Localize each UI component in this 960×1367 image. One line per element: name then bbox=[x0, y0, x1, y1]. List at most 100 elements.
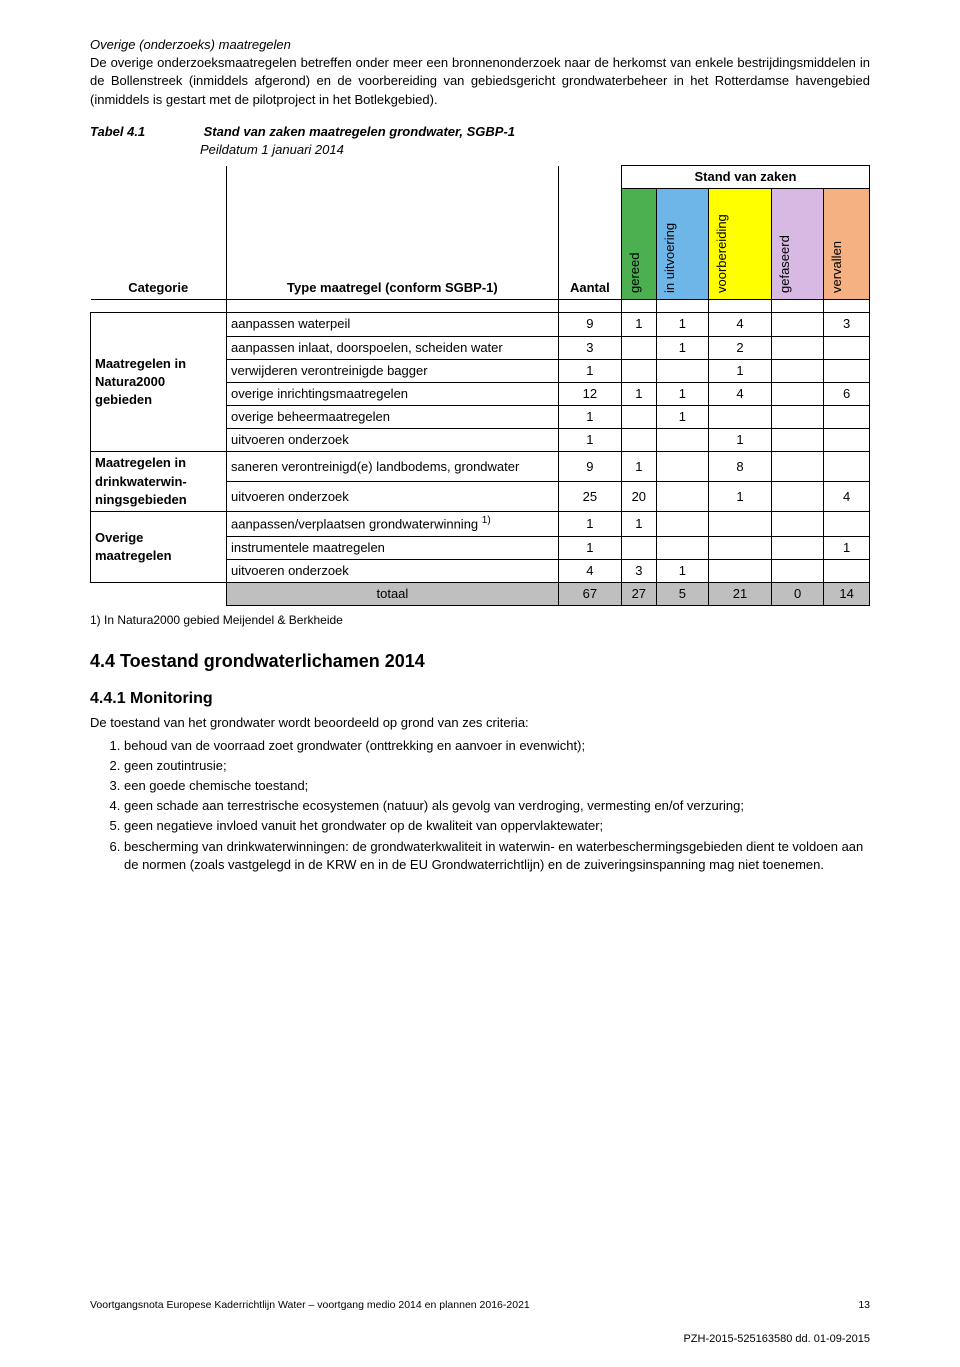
value-cell: 1 bbox=[558, 359, 621, 382]
value-cell: 3 bbox=[824, 313, 870, 336]
value-cell bbox=[772, 382, 824, 405]
criteria-item: een goede chemische toestand; bbox=[124, 777, 870, 795]
criteria-item: geen negatieve invloed vanuit het grondw… bbox=[124, 817, 870, 835]
maatregelen-table: Categorie Type maatregel (conform SGBP-1… bbox=[90, 165, 870, 606]
type-cell: overige inrichtingsmaatregelen bbox=[226, 382, 558, 405]
value-cell bbox=[621, 536, 656, 559]
value-cell: 4 bbox=[824, 482, 870, 512]
value-cell bbox=[656, 359, 708, 382]
category-cell: Maatregelen in drinkwaterwin-ningsgebied… bbox=[91, 452, 227, 512]
value-cell bbox=[708, 512, 771, 537]
value-cell: 3 bbox=[621, 559, 656, 582]
value-cell bbox=[621, 429, 656, 452]
value-cell bbox=[824, 559, 870, 582]
footer-page: 13 bbox=[858, 1298, 870, 1313]
value-cell: 1 bbox=[558, 512, 621, 537]
value-cell: 1 bbox=[656, 382, 708, 405]
value-cell: 25 bbox=[558, 482, 621, 512]
value-cell bbox=[772, 313, 824, 336]
value-cell: 8 bbox=[708, 452, 771, 482]
table-footnote: 1) In Natura2000 gebied Meijendel & Berk… bbox=[90, 612, 870, 629]
value-cell: 1 bbox=[558, 429, 621, 452]
value-cell: 1 bbox=[656, 336, 708, 359]
th-categorie: Categorie bbox=[91, 166, 227, 300]
value-cell: 1 bbox=[621, 452, 656, 482]
table-label: Tabel 4.1 bbox=[90, 123, 200, 141]
value-cell bbox=[708, 536, 771, 559]
value-cell bbox=[824, 336, 870, 359]
value-cell bbox=[824, 359, 870, 382]
type-cell: verwijderen verontreinigde bagger bbox=[226, 359, 558, 382]
type-cell: instrumentele maatregelen bbox=[226, 536, 558, 559]
value-cell: 20 bbox=[621, 482, 656, 512]
page: Overige (onderzoeks) maatregelen De over… bbox=[0, 0, 960, 1367]
type-cell: uitvoeren onderzoek bbox=[226, 482, 558, 512]
value-cell: 6 bbox=[824, 382, 870, 405]
intro-heading: Overige (onderzoeks) maatregelen bbox=[90, 37, 291, 52]
type-cell: overige beheermaatregelen bbox=[226, 406, 558, 429]
value-cell bbox=[772, 429, 824, 452]
criteria-item: geen zoutintrusie; bbox=[124, 757, 870, 775]
value-cell: 12 bbox=[558, 382, 621, 405]
value-cell bbox=[824, 429, 870, 452]
type-cell: saneren verontreinigd(e) landbodems, gro… bbox=[226, 452, 558, 482]
value-cell: 1 bbox=[656, 313, 708, 336]
value-cell bbox=[656, 452, 708, 482]
value-cell: 1 bbox=[558, 406, 621, 429]
value-cell: 4 bbox=[708, 313, 771, 336]
page-footer: Voortgangsnota Europese Kaderrichtlijn W… bbox=[90, 1298, 870, 1313]
value-cell: 1 bbox=[656, 406, 708, 429]
type-cell: uitvoeren onderzoek bbox=[226, 429, 558, 452]
criteria-list: behoud van de voorraad zoet grondwater (… bbox=[90, 737, 870, 874]
th-uitvoering: in uitvoering bbox=[656, 189, 708, 300]
value-cell: 1 bbox=[708, 359, 771, 382]
value-cell bbox=[708, 559, 771, 582]
value-cell: 1 bbox=[708, 482, 771, 512]
value-cell: 4 bbox=[708, 382, 771, 405]
value-cell: 1 bbox=[708, 429, 771, 452]
value-cell: 9 bbox=[558, 452, 621, 482]
th-gefaseerd: gefaseerd bbox=[772, 189, 824, 300]
total-value-cell: 21 bbox=[708, 582, 771, 605]
criteria-intro: De toestand van het grondwater wordt beo… bbox=[90, 714, 870, 732]
value-cell bbox=[656, 482, 708, 512]
value-cell bbox=[708, 406, 771, 429]
value-cell bbox=[656, 512, 708, 537]
intro-text: De overige onderzoeksmaatregelen betreff… bbox=[90, 55, 870, 106]
total-label-cell: totaal bbox=[226, 582, 558, 605]
value-cell bbox=[824, 406, 870, 429]
value-cell: 4 bbox=[558, 559, 621, 582]
total-value-cell: 27 bbox=[621, 582, 656, 605]
value-cell: 1 bbox=[621, 313, 656, 336]
total-row: totaal6727521014 bbox=[91, 582, 870, 605]
table-body: Maatregelen in Natura2000 gebiedenaanpas… bbox=[91, 300, 870, 606]
value-cell: 1 bbox=[558, 536, 621, 559]
total-value-cell: 14 bbox=[824, 582, 870, 605]
value-cell bbox=[772, 406, 824, 429]
value-cell: 2 bbox=[708, 336, 771, 359]
value-cell bbox=[772, 482, 824, 512]
value-cell: 9 bbox=[558, 313, 621, 336]
criteria-item: behoud van de voorraad zoet grondwater (… bbox=[124, 737, 870, 755]
type-cell: aanpassen inlaat, doorspoelen, scheiden … bbox=[226, 336, 558, 359]
value-cell bbox=[772, 536, 824, 559]
value-cell: 1 bbox=[621, 512, 656, 537]
value-cell bbox=[621, 359, 656, 382]
value-cell bbox=[772, 452, 824, 482]
total-value-cell: 5 bbox=[656, 582, 708, 605]
criteria-item: geen schade aan terrestrische ecosysteme… bbox=[124, 797, 870, 815]
section-4-4-heading: 4.4 Toestand grondwaterlichamen 2014 bbox=[90, 649, 870, 674]
value-cell bbox=[772, 512, 824, 537]
category-cell: Maatregelen in Natura2000 gebieden bbox=[91, 313, 227, 452]
value-cell bbox=[621, 406, 656, 429]
table-subtitle: Peildatum 1 januari 2014 bbox=[90, 141, 870, 159]
footer-stamp: PZH-2015-525163580 dd. 01-09-2015 bbox=[683, 1332, 870, 1347]
value-cell bbox=[621, 336, 656, 359]
footer-left: Voortgangsnota Europese Kaderrichtlijn W… bbox=[90, 1298, 530, 1313]
total-empty-cell bbox=[91, 582, 227, 605]
value-cell: 3 bbox=[558, 336, 621, 359]
table-title: Stand van zaken maatregelen grondwater, … bbox=[204, 124, 515, 139]
table-caption: Tabel 4.1 Stand van zaken maatregelen gr… bbox=[90, 123, 870, 141]
value-cell bbox=[824, 452, 870, 482]
table-row: Maatregelen in Natura2000 gebiedenaanpas… bbox=[91, 313, 870, 336]
